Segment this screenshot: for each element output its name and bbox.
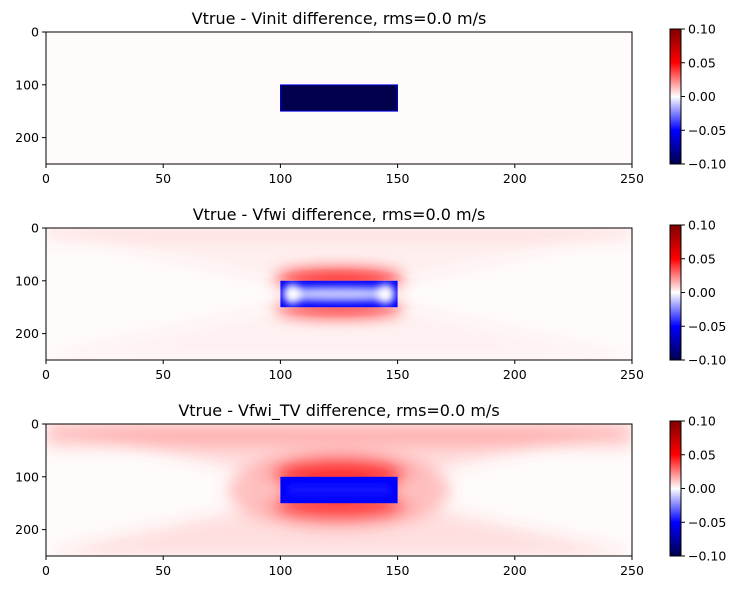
x-tick-label: 100 xyxy=(268,367,292,382)
x-tick-label: 0 xyxy=(42,367,50,382)
x-tick-label: 150 xyxy=(386,367,410,382)
panel-2: Vtrue - Vfwi difference, rms=0.0 m/s 0 50 1… xyxy=(15,205,726,382)
x-tick-label: 250 xyxy=(620,171,644,186)
colorbar-tick-label: 0.10 xyxy=(688,22,716,37)
colorbar-tick-label: 0.10 xyxy=(688,414,716,429)
y-tick-label: 100 xyxy=(15,469,39,484)
x-tick-label: 0 xyxy=(42,171,50,186)
x-tick-label: 0 xyxy=(42,563,50,578)
x-tick-label: 150 xyxy=(386,563,410,578)
x-tick-label: 200 xyxy=(503,367,527,382)
x-tick-label: 50 xyxy=(155,171,171,186)
colorbar-tick-label: −0.10 xyxy=(688,353,726,368)
colorbar-tick-label: 0.00 xyxy=(688,481,716,496)
colorbar-gradient xyxy=(669,224,682,361)
x-tick-label: 50 xyxy=(155,563,171,578)
colorbar-tick-label: −0.05 xyxy=(688,123,726,138)
colorbar-tick-label: −0.05 xyxy=(688,319,726,334)
x-tick-label: 200 xyxy=(503,563,527,578)
x-tick-label: 200 xyxy=(503,171,527,186)
y-tick-label: 0 xyxy=(31,221,39,236)
colorbar-tick-label: −0.10 xyxy=(688,549,726,564)
panel-title: Vtrue - Vfwi_TV difference, rms=0.0 m/s xyxy=(178,401,499,421)
panel-1: Vtrue - Vinit difference, rms=0.0 m/s 0 50… xyxy=(15,9,726,186)
axes-frame xyxy=(45,31,633,165)
colorbar-tick-label: 0.05 xyxy=(688,251,716,266)
heatmap-image xyxy=(46,32,632,164)
colorbar-tick-label: 0.05 xyxy=(688,55,716,70)
y-tick-label: 0 xyxy=(31,25,39,40)
panel-title: Vtrue - Vfwi difference, rms=0.0 m/s xyxy=(193,205,486,224)
colorbar-tick-label: 0.00 xyxy=(688,89,716,104)
y-tick-label: 200 xyxy=(15,522,39,537)
colorbar-tick-label: 0.10 xyxy=(688,218,716,233)
axes-frame xyxy=(45,423,633,557)
colorbar: 0.10 0.05 0.00 −0.05 −0.10 xyxy=(669,414,726,564)
anomaly-block xyxy=(279,84,398,112)
x-tick-label: 150 xyxy=(386,171,410,186)
x-tick-label: 50 xyxy=(155,367,171,382)
colorbar-gradient xyxy=(669,420,682,557)
heatmap-image xyxy=(46,228,632,360)
colorbar-tick-label: −0.10 xyxy=(688,157,726,172)
heatmap-image xyxy=(46,424,632,556)
axes-frame xyxy=(45,227,633,361)
colorbar-tick-label: 0.00 xyxy=(688,285,716,300)
panel-title: Vtrue - Vinit difference, rms=0.0 m/s xyxy=(192,9,487,28)
colorbar-tick-label: 0.05 xyxy=(688,447,716,462)
colorbar: 0.10 0.05 0.00 −0.05 −0.10 xyxy=(669,218,726,368)
colorbar: 0.10 0.05 0.00 −0.05 −0.10 xyxy=(669,22,726,172)
y-tick-label: 0 xyxy=(31,417,39,432)
x-tick-label: 100 xyxy=(268,563,292,578)
colorbar-gradient xyxy=(669,28,682,165)
panel-3: Vtrue - Vfwi_TV difference, rms=0.0 m/s 0… xyxy=(15,401,726,578)
x-tick-label: 250 xyxy=(620,367,644,382)
y-tick-label: 100 xyxy=(15,77,39,92)
y-tick-label: 100 xyxy=(15,273,39,288)
y-tick-label: 200 xyxy=(15,130,39,145)
x-tick-label: 100 xyxy=(268,171,292,186)
y-tick-label: 200 xyxy=(15,326,39,341)
colorbar-tick-label: −0.05 xyxy=(688,515,726,530)
x-tick-label: 250 xyxy=(620,563,644,578)
